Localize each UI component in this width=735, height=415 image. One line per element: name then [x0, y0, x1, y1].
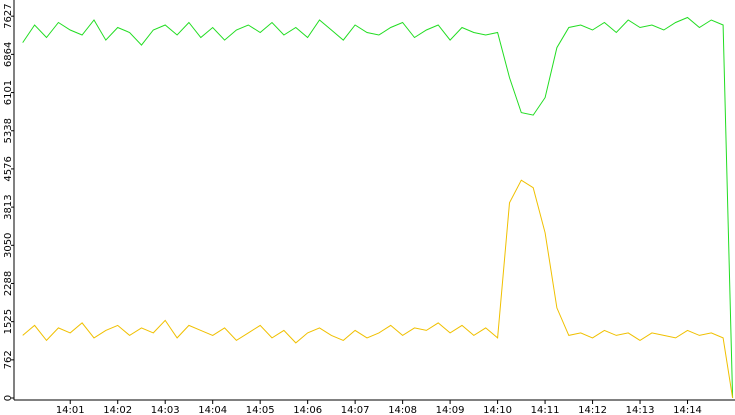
- y-tick-label: 5338: [3, 118, 14, 143]
- x-tick-label: 14:11: [531, 405, 560, 415]
- x-tick-label: 14:05: [246, 405, 275, 415]
- x-tick-label: 14:09: [436, 405, 465, 415]
- x-tick-label: 14:06: [293, 405, 322, 415]
- x-tick-label: 14:08: [388, 405, 417, 415]
- series-line: [22, 16, 734, 399]
- x-tick-label: 14:01: [56, 405, 85, 415]
- x-tick-label: 14:04: [198, 405, 227, 415]
- y-tick-label: 1525: [3, 309, 14, 334]
- y-tick-label: 3813: [3, 194, 14, 219]
- x-tick-label: 14:02: [103, 405, 132, 415]
- y-tick-label: 7627: [3, 3, 14, 28]
- y-tick-label: 6864: [3, 42, 14, 67]
- y-tick-label: 0: [3, 395, 14, 401]
- y-tick-label: 6101: [3, 80, 14, 105]
- x-tick-label: 14:14: [673, 405, 702, 415]
- x-tick-label: 14:10: [483, 405, 512, 415]
- x-tick-label: 14:03: [151, 405, 180, 415]
- y-tick-label: 4576: [3, 156, 14, 181]
- y-tick-label: 762: [3, 350, 14, 369]
- x-tick-label: 14:13: [626, 405, 655, 415]
- x-tick-label: 14:07: [341, 405, 370, 415]
- x-tick-label: 14:12: [578, 405, 607, 415]
- y-tick-label: 3050: [3, 233, 14, 258]
- series-line: [22, 179, 734, 399]
- y-tick-label: 2288: [3, 271, 14, 296]
